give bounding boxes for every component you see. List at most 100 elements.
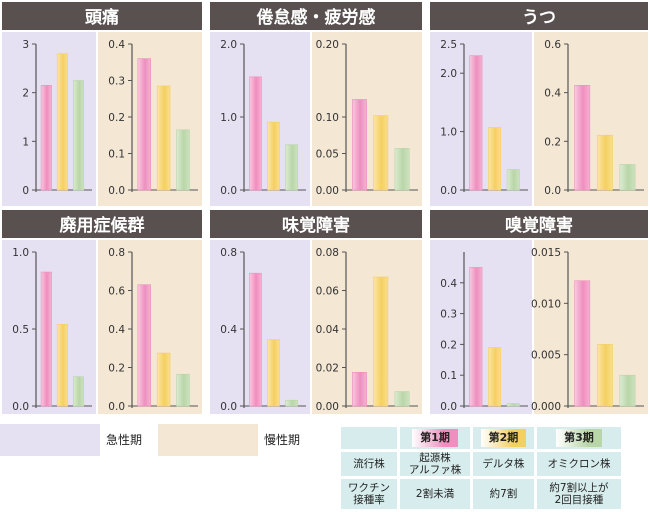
acute-bar-2: [488, 127, 502, 191]
chronic-tick-label: 0.10: [316, 112, 339, 124]
chronic-tick-label: 0.010: [531, 298, 561, 310]
strain-phase-3: オミクロン株: [536, 452, 621, 476]
acute-tick-label: 0.0: [220, 401, 237, 413]
chronic-tick-label: 0.6: [544, 39, 561, 51]
chronic-bar-2: [373, 276, 389, 407]
chronic-bar-3: [394, 148, 410, 191]
chronic-bar-2: [156, 352, 171, 407]
chronic-tick-label: 0.00: [316, 401, 339, 413]
chronic-tick-label: 0.1: [108, 149, 125, 161]
panel-2-header: [210, 2, 422, 30]
phase-header-3: 第3期: [536, 427, 621, 449]
chronic-bar-1: [137, 284, 152, 407]
charts-grid: 頭痛 0 1 2 3 0.0 0.1 0.2 0.3 0.4 倦怠感・疲労感 0.0 1.0 2.0 0.0…: [0, 0, 650, 416]
panel-1-header: [2, 2, 202, 30]
strain-phase-1: 起源株 アルファ株: [400, 452, 470, 476]
chart-title: 嗅覚障害: [505, 215, 573, 236]
phase-chip-3: 第3期: [556, 429, 602, 447]
acute-tick-label: 2.0: [440, 68, 457, 80]
acute-bar-1: [249, 76, 262, 191]
acute-tick-label: 0.4: [440, 278, 457, 290]
acute-bar-2: [56, 53, 68, 191]
acute-tick-label: 3: [22, 39, 29, 51]
chart-title: 味覚障害: [282, 215, 350, 236]
chronic-bar-2: [596, 134, 613, 191]
acute-tick-label: 0.0: [440, 401, 457, 413]
vaccination-phase-1: 2割未満: [400, 479, 470, 509]
acute-bar-1: [40, 271, 52, 407]
acute-tick-label: 2.0: [220, 39, 237, 51]
acute-bar-1: [249, 272, 262, 407]
vaccination-phase-2: 約7割: [472, 479, 534, 509]
chronic-tick-label: 0.2: [108, 112, 125, 124]
chronic-tick-label: 0.3: [108, 76, 125, 88]
chronic-tick-label: 0.2: [108, 363, 125, 375]
chronic-bar-2: [596, 344, 613, 407]
chronic-tick-label: 0.02: [316, 363, 339, 375]
acute-tick-label: 0.5: [12, 324, 29, 336]
chronic-tick-label: 0.000: [531, 401, 561, 413]
chart-title: 頭痛: [85, 7, 119, 28]
acute-bar-1: [40, 85, 52, 191]
acute-bar-2: [267, 339, 280, 407]
legend-chronic-label: 慢性期: [264, 433, 301, 447]
chart-title: うつ: [522, 8, 556, 28]
chronic-bar-3: [176, 373, 190, 407]
chronic-tick-label: 0.0: [544, 185, 561, 197]
phase-header-2: 第2期: [472, 427, 534, 449]
phase-table: 第1期 第2期 第3期 流行株 起源株 アルファ株 デルタ株 オミクロン株 ワクチ…: [338, 424, 624, 512]
phase-chip-1: 第1期: [412, 429, 458, 447]
acute-tick-label: 0.8: [220, 247, 237, 259]
chronic-tick-label: 0.20: [316, 39, 339, 51]
panel-6-header: [430, 210, 648, 238]
chronic-bar-2: [373, 115, 389, 191]
acute-bar-3: [285, 399, 298, 407]
acute-tick-label: 0.4: [220, 324, 237, 336]
legend-acute-swatch: [0, 424, 100, 456]
acute-tick-label: 1.0: [12, 247, 29, 259]
acute-tick-label: 1.0: [440, 127, 457, 139]
legend-chronic-swatch: [158, 424, 258, 456]
vaccination-phase-3: 約7割以上が 2回目接種: [536, 479, 621, 509]
acute-bar-2: [56, 324, 68, 407]
chronic-tick-label: 0.08: [316, 247, 339, 259]
chronic-bar-1: [574, 85, 591, 191]
acute-bar-3: [285, 144, 298, 191]
chronic-tick-label: 0.05: [316, 149, 339, 161]
panel-5-chronic-bg: [312, 240, 422, 414]
chronic-tick-label: 0.2: [544, 136, 561, 148]
row-label-vaccination: ワクチン 接種率: [341, 479, 398, 509]
chronic-tick-label: 0.04: [316, 324, 340, 336]
acute-bar-1: [469, 267, 483, 407]
chronic-tick-label: 0.8: [108, 247, 125, 259]
acute-tick-label: 0.0: [12, 401, 29, 413]
acute-tick-label: 0.1: [440, 370, 457, 382]
strain-phase-2: デルタ株: [472, 452, 534, 476]
acute-tick-label: 1.0: [220, 112, 237, 124]
chronic-bar-1: [137, 58, 152, 191]
chronic-tick-label: 0.4: [544, 88, 561, 100]
row-label-strain: 流行株: [341, 452, 398, 476]
chronic-tick-label: 0.005: [531, 350, 561, 362]
chronic-bar-3: [176, 129, 190, 191]
chronic-tick-label: 0.6: [108, 286, 125, 298]
acute-tick-label: 0.2: [440, 339, 457, 351]
chronic-bar-2: [156, 85, 171, 191]
acute-tick-label: 0.3: [440, 309, 457, 321]
acute-bar-3: [72, 80, 85, 191]
acute-bar-1: [469, 55, 483, 191]
chronic-tick-label: 0.00: [316, 185, 339, 197]
chart-title: 倦怠感・疲労感: [257, 7, 376, 28]
chronic-bar-1: [574, 280, 591, 407]
chronic-bar-3: [619, 374, 636, 407]
acute-bar-3: [506, 169, 520, 191]
chronic-tick-label: 0.4: [108, 324, 125, 336]
chronic-bar-3: [619, 164, 636, 191]
chronic-bar-1: [352, 372, 367, 407]
phase-chip-2: 第2期: [480, 429, 527, 447]
acute-bar-3: [506, 403, 520, 407]
legend-acute-label: 急性期: [106, 433, 143, 447]
acute-bar-3: [72, 376, 85, 407]
chronic-tick-label: 0.0: [108, 185, 125, 197]
chart-title: 廃用症候群: [60, 215, 145, 236]
